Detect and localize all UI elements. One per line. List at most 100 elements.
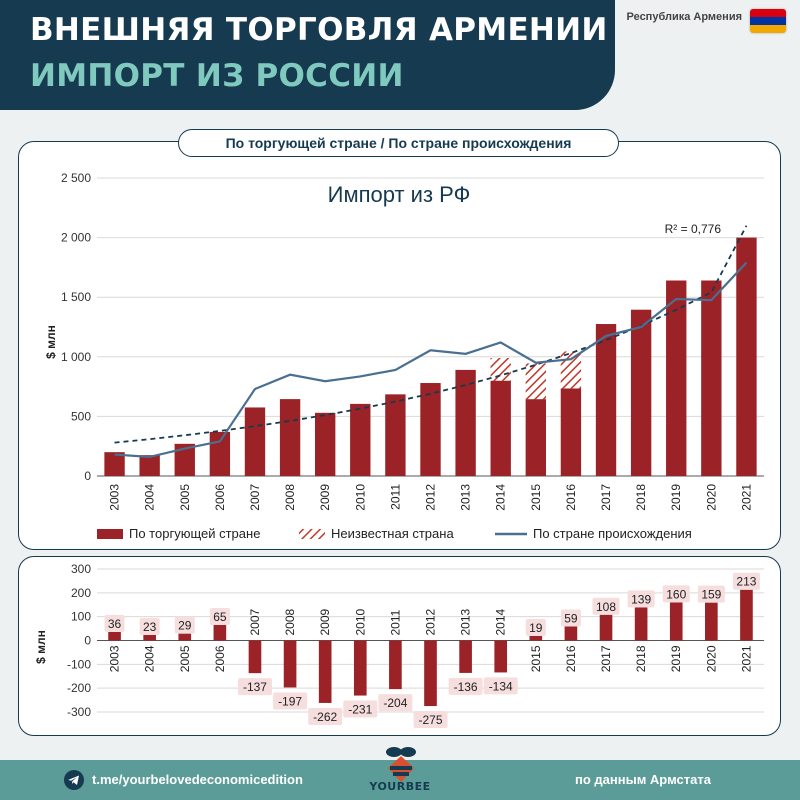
data-label: 108 xyxy=(596,600,616,614)
x-tick-label: 2020 xyxy=(704,645,718,672)
data-label: -136 xyxy=(454,680,478,694)
x-tick-label: 2003 xyxy=(108,484,122,511)
brand-name: YOURBEE xyxy=(369,780,431,793)
data-label: 23 xyxy=(143,620,157,634)
import-chart-panel: 0 500 1 000 1 500 2 000 2 500 2003 2004 2005 2006… xyxy=(18,141,781,550)
bar-difference xyxy=(143,635,156,641)
x-tick-label: 2016 xyxy=(564,645,578,672)
flag-stripe-red xyxy=(750,9,786,17)
y-tick-label: -200 xyxy=(67,681,91,695)
x-tick-label: 2011 xyxy=(388,609,402,635)
x-tick-label: 2003 xyxy=(108,645,122,672)
bar-trading-country xyxy=(209,431,231,476)
bar-difference xyxy=(424,640,437,707)
bar-trading-country xyxy=(104,452,125,476)
bar-trading-country xyxy=(455,369,476,476)
x-tick-label: 2011 xyxy=(388,484,402,510)
data-label: 213 xyxy=(736,575,756,589)
bar-trading-country xyxy=(174,443,195,476)
y-tick-label: 300 xyxy=(71,562,91,576)
bar-difference xyxy=(740,589,753,641)
x-tick-label: 2021 xyxy=(739,645,753,672)
data-label: 59 xyxy=(564,611,578,625)
legend-label-trading-country: По торгующей стране xyxy=(129,526,260,541)
data-label-bg xyxy=(343,700,378,718)
telegram-link[interactable]: t.me/yourbelovedeconomicedition xyxy=(92,772,303,787)
bar-difference xyxy=(248,640,262,674)
x-tick-label: 2006 xyxy=(213,645,227,672)
data-label: 139 xyxy=(631,592,651,606)
country-label: Республика Армения xyxy=(626,11,742,23)
flag-stripe-blue xyxy=(750,17,786,25)
x-tick-label: 2014 xyxy=(494,484,508,511)
data-label: 160 xyxy=(666,587,686,601)
data-label: -197 xyxy=(278,694,302,708)
x-tick-label: 2014 xyxy=(494,608,508,635)
y-tick-label: 200 xyxy=(71,586,91,600)
data-label-bg xyxy=(308,707,343,725)
data-label: -134 xyxy=(489,679,513,693)
data-label-bg xyxy=(378,694,413,712)
y-tick-label: -300 xyxy=(67,705,91,719)
x-tick-label: 2004 xyxy=(143,645,157,672)
telegram-icon[interactable] xyxy=(64,770,84,790)
x-tick-label: 2005 xyxy=(178,484,192,511)
import-chart: 0 500 1 000 1 500 2 000 2 500 2003 2004 2005 2006… xyxy=(44,171,764,541)
bar-trading-country xyxy=(666,280,687,476)
data-label-bg xyxy=(560,609,581,627)
x-tick-label: 2007 xyxy=(248,608,262,635)
data-label-bg xyxy=(209,608,230,626)
data-label-bg xyxy=(732,572,760,590)
bar-difference xyxy=(283,640,297,688)
line-origin-country xyxy=(114,261,748,459)
data-label-bg xyxy=(174,616,195,634)
bar-trading-country xyxy=(595,324,617,476)
x-tick-label: 2016 xyxy=(564,484,578,511)
x-tick-label: 2021 xyxy=(739,484,753,511)
bar-difference xyxy=(634,607,648,641)
data-label: -231 xyxy=(348,703,372,717)
bar-unknown-country xyxy=(525,363,546,400)
data-label-bg xyxy=(627,590,655,608)
bar-trading-country xyxy=(630,309,652,476)
page-title: ВНЕШНЯЯ ТОРГОВЛЯ АРМЕНИИ xyxy=(30,12,608,48)
bar-trading-country xyxy=(736,237,757,476)
data-label-bg xyxy=(448,677,483,695)
bar-trading-country xyxy=(139,455,160,476)
bar-difference xyxy=(353,640,367,696)
data-label-bg xyxy=(483,677,518,695)
y-tick-label: 2 000 xyxy=(61,231,91,245)
bar-difference xyxy=(494,640,508,673)
y-tick-label: 1 500 xyxy=(61,290,91,304)
data-label: 159 xyxy=(701,588,721,602)
x-tick-label: 2009 xyxy=(318,484,332,511)
data-label-bg xyxy=(525,618,546,636)
y-tick-label: 0 xyxy=(84,469,91,483)
y-tick-label: 0 xyxy=(84,634,91,648)
x-tick-label: 2010 xyxy=(353,484,367,511)
bar-difference xyxy=(564,626,578,641)
armenia-flag-icon xyxy=(750,9,786,33)
bar-trading-country xyxy=(525,399,546,476)
bar-trading-country xyxy=(420,383,441,476)
bar-trading-country xyxy=(560,388,582,476)
data-label-bg xyxy=(662,585,690,603)
bar-trading-country xyxy=(350,403,371,476)
data-label: 65 xyxy=(213,610,227,624)
data-label: 36 xyxy=(108,617,122,631)
y-tick-label: 2 500 xyxy=(61,171,91,185)
x-tick-label: 2019 xyxy=(669,645,683,672)
x-tick-label: 2007 xyxy=(248,484,262,511)
r-squared-label: R² = 0,776 xyxy=(665,222,722,236)
x-tick-label: 2017 xyxy=(599,645,613,672)
data-label-bg xyxy=(237,678,272,696)
difference-chart-panel: -300 -200 -100 0 100 200 300 2003 36 2004 23 2005 29… xyxy=(18,556,781,736)
data-label-bg xyxy=(697,585,725,603)
data-label: -137 xyxy=(243,680,267,694)
x-tick-label: 2013 xyxy=(459,608,473,635)
x-tick-label: 2013 xyxy=(459,484,473,511)
x-tick-label: 2018 xyxy=(634,645,648,672)
x-tick-label: 2008 xyxy=(283,608,297,635)
x-tick-label: 2019 xyxy=(669,484,683,511)
legend-label-origin-country: По стране происхождения xyxy=(533,526,692,541)
